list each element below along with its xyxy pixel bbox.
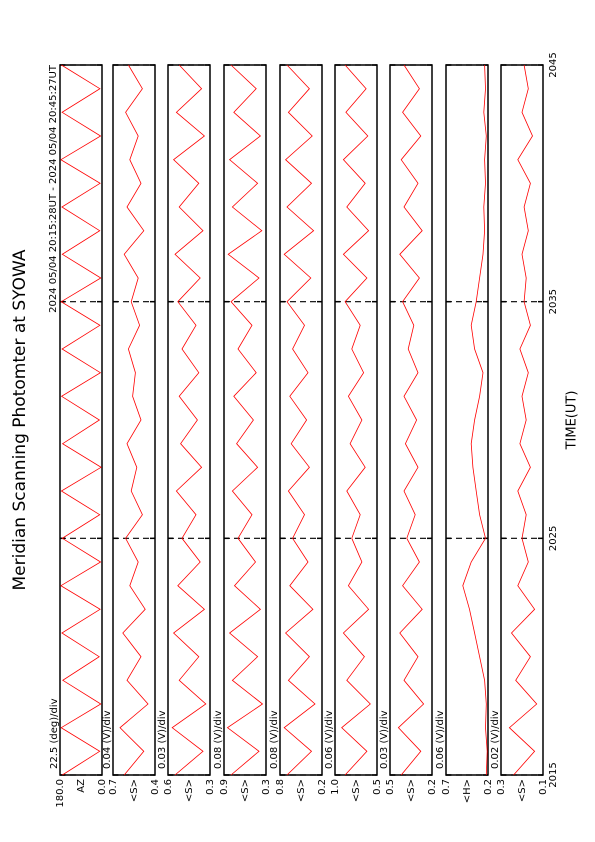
y-tick-label: 0.9 (219, 779, 230, 795)
y-tick-label: 0.5 (385, 779, 396, 795)
signal-line (171, 64, 207, 776)
panel-annotation: 0.04 (V)/div (102, 710, 113, 769)
signal-line (60, 64, 102, 776)
y-tick-label: 0.6 (163, 779, 174, 795)
y-tick-label: 0.3 (496, 779, 507, 795)
panel-annotation: 0.03 (V)/div (379, 710, 390, 769)
y-tick-label: 0.7 (108, 779, 119, 795)
y-tick-label: 0.0 (97, 779, 108, 795)
x-tick-label: 2035 (548, 289, 559, 314)
y-tick-label: 0.7 (441, 779, 452, 795)
chart-subtitle: 2024 05/04 20:15:28UT - 2024 05/04 20:45… (48, 64, 59, 313)
y-axis-label: <S> (240, 779, 251, 802)
signal-line (119, 64, 149, 776)
y-tick-label: 0.3 (261, 779, 272, 795)
panel-annotation: 0.03 (V)/div (157, 710, 168, 769)
y-axis-label: <S> (406, 779, 417, 802)
y-tick-label: 0.5 (372, 779, 383, 795)
x-tick-label: 2025 (548, 526, 559, 551)
x-tick-label: 2045 (548, 52, 559, 77)
y-axis-label: AZ (76, 779, 87, 793)
panel-annotation: 0.06 (V)/div (324, 710, 335, 769)
panel-annotation: 0.06 (V)/div (435, 710, 446, 769)
y-axis-label: <S> (184, 779, 195, 802)
y-axis-label: <S> (129, 779, 140, 802)
y-tick-label: 0.1 (538, 779, 549, 795)
signal-line (341, 64, 371, 776)
y-tick-label: 0.8 (275, 779, 286, 795)
panel-annotation: 0.08 (V)/div (213, 710, 224, 769)
y-axis-label: <H> (462, 779, 473, 803)
signal-line (462, 64, 488, 776)
signal-line (508, 64, 538, 776)
y-tick-label: 0.3 (205, 779, 216, 795)
y-tick-label: 1.0 (330, 779, 341, 795)
y-axis-label: <S> (517, 779, 528, 802)
y-axis-label: <S> (296, 779, 307, 802)
y-axis-label: <S> (351, 779, 362, 802)
y-tick-label: 0.2 (427, 779, 438, 795)
signal-line (283, 64, 316, 776)
signal-line (226, 64, 264, 776)
panel-annotation: 0.02 (V)/div (490, 710, 501, 769)
panel-annotation: 0.08 (V)/div (269, 710, 280, 769)
x-tick-label: 2015 (548, 762, 559, 787)
y-tick-label: 0.2 (317, 779, 328, 795)
x-axis-label: TIME(UT) (565, 391, 580, 451)
chart-title: Meridian Scanning Photomter at SYOWA (10, 249, 30, 590)
signal-line (397, 64, 425, 776)
plot-area: Meridian Scanning Photomter at SYOWA 202… (10, 52, 580, 807)
panel-annotation: 22.5 (deg)/div (49, 698, 60, 769)
y-tick-label: 180.0 (55, 779, 66, 808)
y-tick-label: 0.2 (483, 779, 494, 795)
y-tick-label: 0.4 (150, 779, 161, 795)
